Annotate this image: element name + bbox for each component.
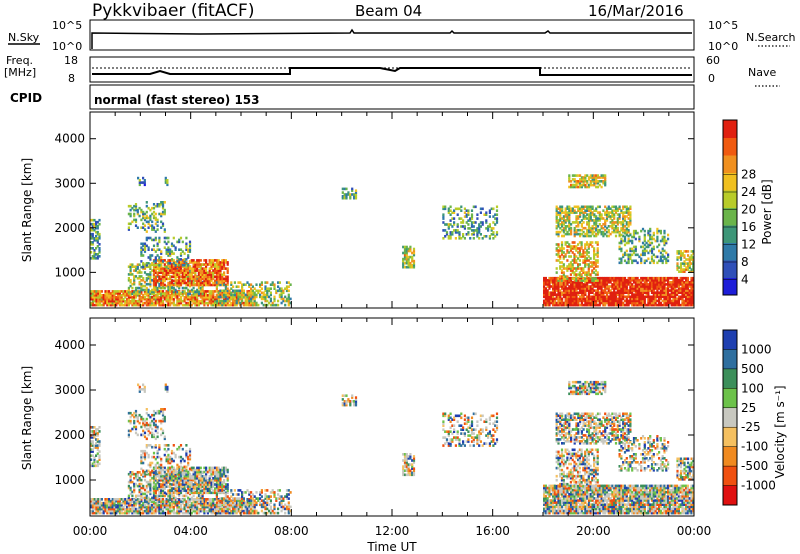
colorbar-tick-label: 16 bbox=[741, 220, 756, 234]
beam-label: Beam 04 bbox=[355, 2, 422, 20]
y-tick-label: 2000 bbox=[54, 428, 85, 442]
velocity-panel: 1000 2000 3000 4000 00:00 04:00 08:00 12:00 16:… bbox=[20, 317, 712, 554]
x-axis-label: Time UT bbox=[366, 540, 417, 554]
colorbar-tick-label: 1000 bbox=[741, 342, 772, 356]
colorbar-swatch bbox=[723, 137, 737, 156]
velocity-colorbar-label: Velocity [m s⁻¹] bbox=[773, 385, 787, 478]
plot-title: Pykkvibaer (fitACF) bbox=[92, 1, 254, 21]
freq-label-line2: [MHz] bbox=[4, 66, 36, 79]
y-tick-label: 4000 bbox=[54, 132, 85, 146]
colorbar-swatch bbox=[723, 207, 737, 226]
x-tick-label: 00:00 bbox=[677, 524, 712, 538]
colorbar-swatch bbox=[723, 485, 737, 506]
colorbar-swatch bbox=[723, 225, 737, 243]
power-y-axis-label: Slant Range [km] bbox=[20, 158, 34, 262]
nsky-panel: N.Sky 10^5 10^0 10^5 10^0 N.Search bbox=[8, 19, 796, 53]
y-tick-label: 4000 bbox=[54, 338, 85, 352]
y-tick-label: 3000 bbox=[54, 383, 85, 397]
y-tick-label: 3000 bbox=[54, 176, 85, 190]
nsky-tick-top: 10^5 bbox=[52, 19, 82, 32]
colorbar-tick-label: 100 bbox=[741, 381, 764, 395]
power-colorbar: 4 8 12 16 20 24 28 Power [dB] bbox=[722, 119, 774, 296]
x-tick-label: 00:00 bbox=[73, 524, 108, 538]
colorbar-swatch bbox=[723, 368, 737, 389]
colorbar-swatch bbox=[723, 466, 737, 487]
colorbar-swatch bbox=[723, 155, 737, 173]
colorbar-swatch bbox=[723, 330, 737, 350]
velocity-colorbar: 1000 500 100 25 -25 -100 -500 -1000 Velocity [m… bbox=[722, 329, 787, 506]
colorbar-tick-label: 20 bbox=[741, 203, 756, 217]
colorbar-tick-label: 25 bbox=[741, 401, 756, 415]
x-tick-label: 04:00 bbox=[173, 524, 208, 538]
power-colorbar-label: Power [dB] bbox=[760, 179, 774, 244]
cpid-label: CPID bbox=[10, 91, 42, 105]
colorbar-tick-label: -100 bbox=[741, 440, 768, 454]
velocity-data-cells bbox=[90, 380, 695, 515]
colorbar-swatch bbox=[723, 388, 737, 409]
colorbar-swatch bbox=[723, 242, 737, 261]
colorbar-swatch bbox=[723, 120, 737, 138]
colorbar-swatch bbox=[723, 427, 737, 448]
colorbar-tick-label: 8 bbox=[741, 255, 749, 269]
colorbar-tick-label: 28 bbox=[741, 168, 756, 182]
x-tick-label: 08:00 bbox=[274, 524, 309, 538]
colorbar-tick-label: -25 bbox=[741, 420, 761, 434]
colorbar-swatch bbox=[723, 260, 737, 278]
freq-panel: Freq. [MHz] 18 8 60 0 Nave bbox=[4, 54, 780, 87]
nsky-trace bbox=[91, 28, 692, 49]
nsearch-tick-bottom: 10^0 bbox=[708, 40, 738, 53]
date-label: 16/Mar/2016 bbox=[588, 2, 684, 20]
y-tick-label: 2000 bbox=[54, 221, 85, 235]
cpid-panel: CPID normal (fast stereo) 153 bbox=[10, 84, 695, 110]
colorbar-tick-label: -500 bbox=[741, 459, 768, 473]
colorbar-tick-label: 500 bbox=[741, 362, 764, 376]
colorbar-swatch bbox=[723, 190, 737, 208]
freq-tick-bottom: 8 bbox=[68, 72, 75, 85]
velocity-y-axis-label: Slant Range [km] bbox=[20, 366, 34, 470]
freq-tick-top: 18 bbox=[64, 54, 78, 67]
colorbar-swatch bbox=[723, 277, 737, 296]
nsky-tick-bottom: 10^0 bbox=[52, 40, 82, 53]
velocity-x-ticks: 00:00 04:00 08:00 12:00 16:00 20:00 00:00 bbox=[73, 318, 712, 538]
power-x-ticks bbox=[89, 112, 695, 308]
colorbar-swatch bbox=[723, 172, 737, 191]
y-tick-label: 1000 bbox=[54, 265, 85, 279]
x-tick-label: 20:00 bbox=[576, 524, 611, 538]
colorbar-tick-label: -1000 bbox=[741, 479, 776, 493]
freq-label-line1: Freq. bbox=[6, 54, 33, 67]
power-panel: 1000 2000 3000 4000 Slant Range [km] bbox=[20, 111, 695, 309]
nsearch-tick-top: 10^5 bbox=[708, 19, 738, 32]
velocity-y-ticks: 1000 2000 3000 4000 bbox=[54, 338, 694, 487]
nsearch-label: N.Search bbox=[746, 31, 796, 44]
nave-tick-top: 60 bbox=[706, 54, 720, 67]
power-y-ticks: 1000 2000 3000 4000 bbox=[54, 132, 694, 279]
y-tick-label: 1000 bbox=[54, 473, 85, 487]
colorbar-swatch bbox=[723, 349, 737, 370]
colorbar-swatch bbox=[723, 446, 737, 467]
colorbar-swatch bbox=[723, 407, 737, 428]
colorbar-tick-label: 12 bbox=[741, 238, 756, 252]
x-tick-label: 16:00 bbox=[475, 524, 510, 538]
cpid-text: normal (fast stereo) 153 bbox=[94, 93, 260, 107]
colorbar-tick-label: 24 bbox=[741, 185, 756, 199]
colorbar-tick-label: 4 bbox=[741, 273, 749, 287]
nsky-label: N.Sky bbox=[8, 31, 40, 44]
power-data-cells bbox=[90, 174, 695, 307]
nave-label: Nave bbox=[748, 66, 776, 79]
nave-tick-bottom: 0 bbox=[708, 72, 715, 85]
freq-trace bbox=[92, 67, 692, 76]
x-tick-label: 12:00 bbox=[375, 524, 410, 538]
